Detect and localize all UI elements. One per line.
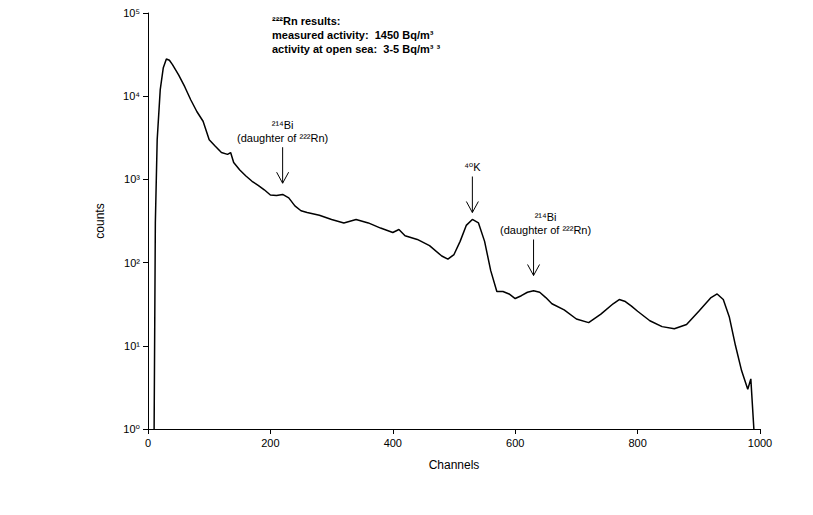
svg-text:²¹⁴Bi: ²¹⁴Bi [272, 119, 294, 131]
svg-text:²²²Rn results:: ²²²Rn results: [272, 15, 340, 27]
svg-text:²¹⁴Bi: ²¹⁴Bi [535, 211, 557, 223]
svg-text:0: 0 [145, 437, 151, 449]
svg-text:10⁰: 10⁰ [123, 423, 140, 435]
svg-text:400: 400 [384, 437, 402, 449]
svg-text:800: 800 [628, 437, 646, 449]
svg-text:1000: 1000 [748, 437, 772, 449]
svg-text:measured activity: 1450 Bq/m³: measured activity: 1450 Bq/m³ [272, 29, 434, 41]
svg-text:10¹: 10¹ [124, 340, 140, 352]
svg-text:(daughter of ²²²Rn): (daughter of ²²²Rn) [500, 224, 591, 236]
svg-text:200: 200 [261, 437, 279, 449]
svg-text:activity at open sea: 3-5 Bq/: activity at open sea: 3-5 Bq/m³ ³ [272, 43, 440, 55]
svg-text:(daughter of ²²²Rn): (daughter of ²²²Rn) [237, 132, 328, 144]
svg-text:Channels: Channels [429, 458, 480, 472]
svg-text:10⁵: 10⁵ [123, 7, 140, 19]
svg-text:⁴⁰K: ⁴⁰K [464, 161, 481, 173]
svg-text:10³: 10³ [124, 173, 140, 185]
svg-text:10⁴: 10⁴ [123, 90, 140, 102]
svg-text:600: 600 [506, 437, 524, 449]
svg-text:10²: 10² [124, 257, 140, 269]
svg-text:counts: counts [93, 203, 107, 238]
